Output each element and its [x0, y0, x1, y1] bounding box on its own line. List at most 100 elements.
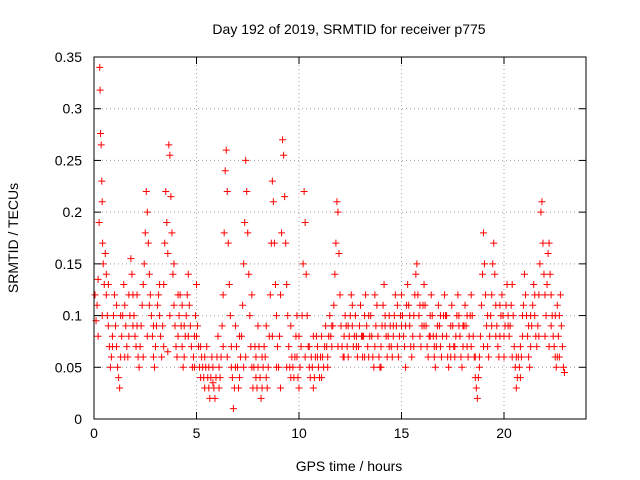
data-point [244, 229, 252, 237]
data-point [111, 291, 118, 299]
data-point [139, 281, 147, 289]
data-point [547, 291, 555, 299]
data-point [456, 332, 464, 340]
data-point [135, 363, 143, 371]
data-point [104, 281, 112, 289]
data-point [301, 218, 309, 226]
data-point [241, 218, 249, 226]
data-point [117, 312, 125, 320]
data-point [355, 322, 363, 330]
data-point [186, 322, 194, 330]
data-point [270, 239, 278, 247]
data-point [139, 353, 147, 361]
data-point [480, 343, 487, 351]
data-point [264, 363, 272, 371]
data-point [227, 363, 235, 371]
data-point [540, 270, 548, 278]
y-axis-label: SRMTID / TECUs [5, 183, 21, 293]
data-point [313, 343, 321, 351]
data-point [436, 343, 444, 351]
data-point [169, 270, 177, 278]
data-point [136, 343, 144, 351]
data-point [171, 322, 179, 330]
data-point [385, 343, 393, 351]
data-point [554, 332, 562, 340]
data-point [388, 353, 396, 361]
data-point [293, 353, 301, 361]
data-point [218, 322, 226, 330]
data-point [189, 353, 197, 361]
data-point [451, 343, 459, 351]
data-point [180, 322, 188, 330]
data-point [423, 343, 431, 351]
x-tick-label: 10 [291, 425, 307, 441]
data-point [222, 146, 230, 154]
data-points [91, 63, 568, 413]
data-point [488, 291, 496, 299]
data-point [415, 312, 423, 320]
data-point [488, 322, 496, 330]
data-point [108, 332, 116, 340]
data-point [464, 353, 472, 361]
data-point [377, 343, 385, 351]
data-point [197, 343, 205, 351]
data-point [154, 301, 162, 309]
data-point [373, 301, 381, 309]
data-point [156, 312, 164, 320]
data-point [529, 301, 537, 309]
data-point [217, 353, 225, 361]
data-point [165, 141, 173, 149]
data-point [215, 363, 223, 371]
data-point [283, 281, 291, 289]
data-point [333, 198, 341, 206]
data-point [149, 322, 157, 330]
y-tick-label: 0.2 [63, 204, 83, 220]
data-point [97, 130, 105, 138]
data-point [519, 301, 527, 309]
data-point [308, 363, 316, 371]
data-point [166, 312, 174, 320]
data-point [347, 291, 355, 299]
data-point [410, 343, 418, 351]
data-point [416, 301, 424, 309]
data-point [301, 353, 309, 361]
data-point [143, 208, 151, 216]
data-point [534, 322, 542, 330]
data-point [475, 363, 483, 371]
data-point [371, 343, 379, 351]
data-point [551, 312, 559, 320]
data-point [516, 343, 524, 351]
data-point [144, 239, 152, 247]
data-point [299, 260, 307, 268]
data-point [113, 301, 121, 309]
data-point [235, 384, 243, 392]
data-point [313, 353, 321, 361]
data-point [229, 405, 237, 413]
data-point [455, 312, 463, 320]
data-point [539, 239, 547, 247]
data-point [178, 343, 186, 351]
data-point [170, 260, 178, 268]
data-point [277, 291, 285, 299]
data-point [484, 312, 492, 320]
data-point [228, 374, 236, 382]
data-point [322, 322, 330, 330]
data-point [436, 312, 444, 320]
data-point [123, 343, 131, 351]
data-point [547, 322, 555, 330]
y-tick-label: 0.15 [55, 256, 82, 272]
data-point [443, 312, 451, 320]
data-point [242, 156, 250, 164]
data-point [159, 322, 167, 330]
data-point [245, 270, 253, 278]
data-point [431, 363, 439, 371]
data-point [494, 343, 502, 351]
data-point [471, 353, 479, 361]
data-point [449, 322, 457, 330]
data-point [260, 343, 268, 351]
data-point [541, 332, 549, 340]
data-point [559, 363, 567, 371]
data-point [437, 353, 445, 361]
data-point [272, 363, 280, 371]
data-point [112, 322, 120, 330]
